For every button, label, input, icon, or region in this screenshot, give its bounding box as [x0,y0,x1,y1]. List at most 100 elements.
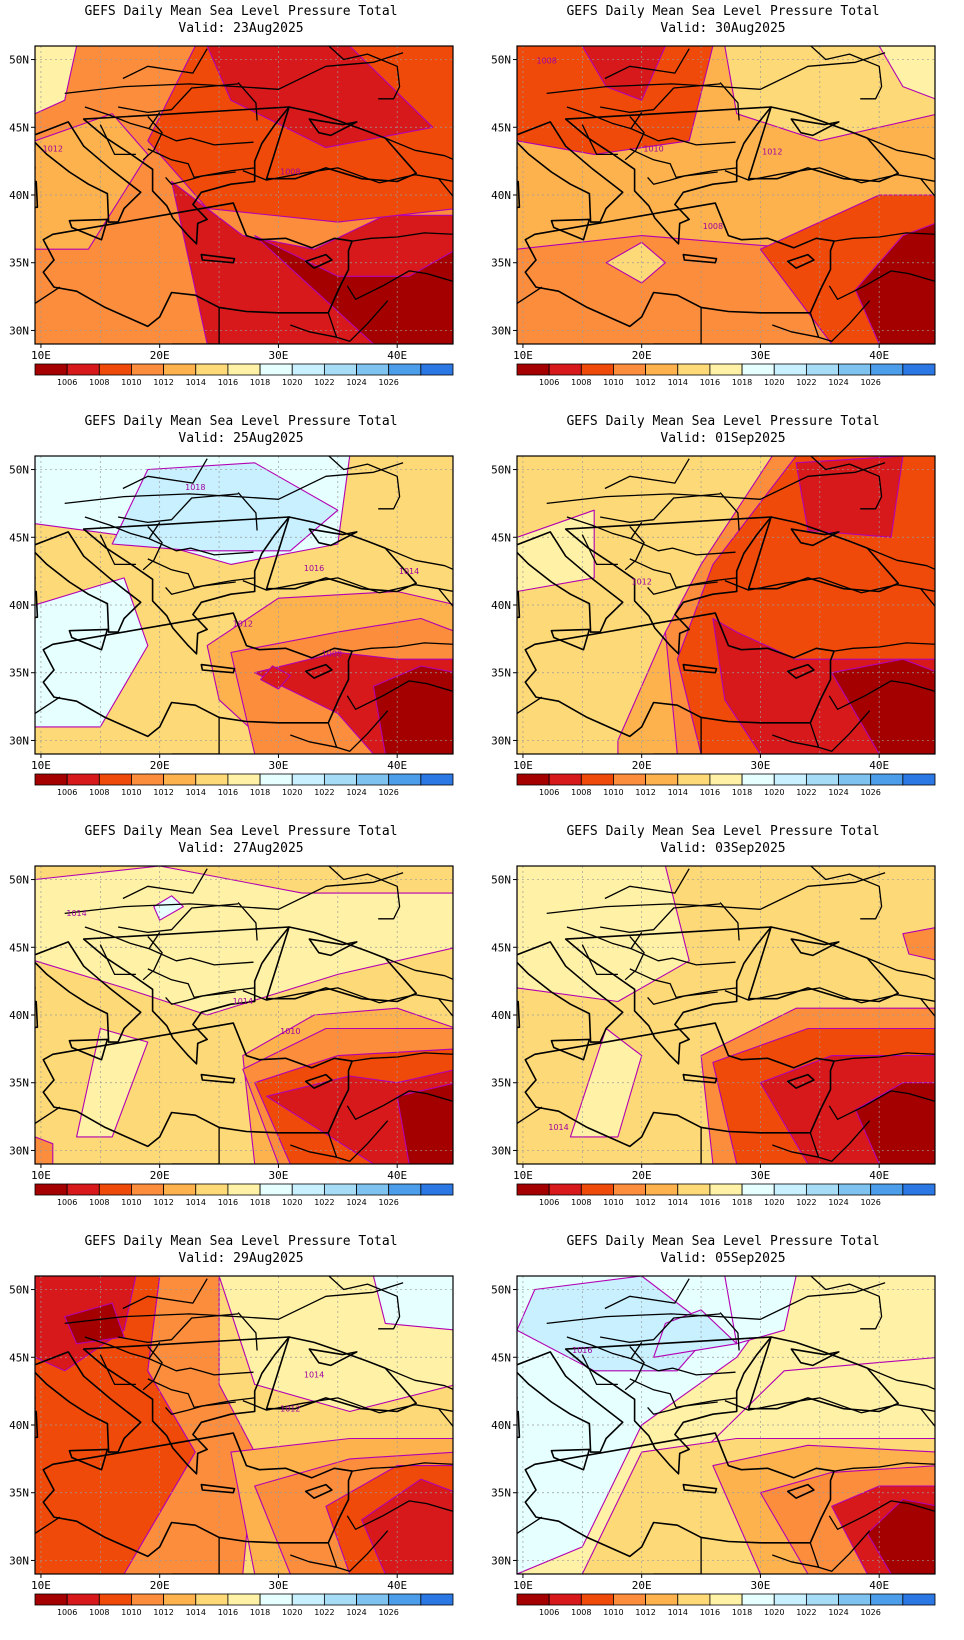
colorbar-label: 1022 [796,788,816,797]
colorbar-swatch [613,773,647,786]
colorbar-swatch [548,1183,582,1196]
coastline [517,164,518,170]
colorbar-swatch [163,773,197,786]
panel-title: GEFS Daily Mean Sea Level Pressure Total [566,824,880,839]
country-border [647,581,718,595]
lon-label: 30E [269,349,289,362]
country-border [624,935,645,981]
lon-label: 10E [31,1169,51,1182]
lat-label: 30N [491,1554,511,1567]
colorbar-swatch [677,773,711,786]
colorbar-label: 1024 [828,378,848,387]
contour-label: 1008 [703,222,723,231]
contour-label: 1014 [399,567,419,576]
colorbar-label: 1010 [603,788,623,797]
contour-label: 1014 [304,1371,324,1380]
coastline [35,531,142,633]
country-border [346,680,453,710]
colorbar-label: 1024 [346,1198,366,1207]
colorbar-label: 1012 [153,1198,173,1207]
country-border [148,1358,254,1376]
lat-label: 45N [491,531,511,544]
colorbar-swatch [741,1183,775,1196]
contour-label: 1014 [66,909,86,918]
country-border [772,312,820,338]
country-border [438,998,453,1002]
colorbar-label: 1016 [218,1198,238,1207]
coastline [790,938,840,957]
panel-title: GEFS Daily Mean Sea Level Pressure Total [84,414,398,429]
colorbar-swatch [902,773,936,786]
country-border [117,1313,239,1344]
lat-label: 45N [9,531,29,544]
country-border [148,128,254,146]
country-border [630,538,736,556]
country-border [867,547,935,570]
colorbar-label: 1022 [314,1608,334,1617]
lat-label: 35N [9,257,29,270]
coastline [35,180,39,209]
pressure-contour-region [35,46,78,115]
lat-label: 45N [491,1351,511,1364]
colorbar-label: 1012 [635,788,655,797]
colorbar-label: 1014 [668,788,688,797]
colorbar-label: 1022 [796,1608,816,1617]
country-border [629,558,737,589]
pressure-contour-region [206,46,434,149]
colorbar-swatch [580,363,614,376]
country-border [724,1397,935,1428]
country-border [84,106,161,130]
colorbar-swatch [66,773,100,786]
coastline [564,1336,772,1475]
panel-valid-date: Valid: 05Sep2025 [660,1251,786,1266]
coastline [524,202,835,328]
lon-label: 30E [269,759,289,772]
lat-label: 40N [491,1419,511,1432]
colorbar-label: 1006 [57,788,77,797]
map-panel: GEFS Daily Mean Sea Level Pressure Total… [482,820,964,1230]
colorbar-swatch [805,1183,839,1196]
pressure-contour-region [517,866,690,1003]
colorbar-swatch [741,773,775,786]
lon-label: 10E [513,759,533,772]
colorbar-swatch [613,363,647,376]
colorbar-label: 1012 [153,788,173,797]
coastline [564,516,772,655]
coastline [42,202,353,328]
colorbar-label: 1006 [57,1198,77,1207]
country-border [867,1367,935,1390]
colorbar-swatch [677,1183,711,1196]
country-border [290,312,338,338]
colorbar-swatch [291,363,325,376]
pressure-contour-region [724,1276,797,1345]
contour-label: 1012 [233,620,253,629]
coastline [747,516,899,593]
country-border [35,286,61,304]
lat-label: 45N [9,1351,29,1364]
coastline [68,218,109,241]
country-border [828,1500,935,1530]
colorbar-swatch [645,1183,679,1196]
colorbar-label: 1010 [121,788,141,797]
country-border [122,868,208,900]
country-border [148,948,254,966]
country-border [818,1120,871,1162]
country-border [242,1397,453,1428]
country-border [290,1542,338,1568]
pressure-contour-region [35,577,149,728]
coastline [550,628,591,651]
country-border [581,534,618,566]
coastline [524,1432,835,1558]
coastline [747,926,899,1003]
country-border [327,456,401,510]
colorbar-swatch [645,1593,679,1606]
lon-label: 40E [387,1169,407,1182]
coastline [265,926,417,1003]
country-border [604,458,690,490]
contour-label: 1018 [185,483,205,492]
colorbar-swatch [34,1183,68,1196]
lon-label: 10E [31,759,51,772]
